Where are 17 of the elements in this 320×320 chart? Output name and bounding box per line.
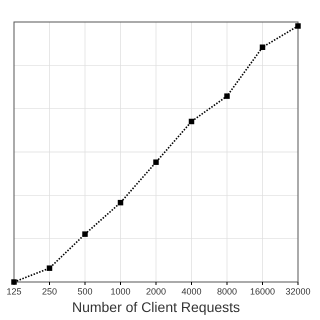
x-tick-label: 125: [6, 286, 22, 296]
x-axis-title: Number of Client Requests: [72, 299, 240, 315]
x-tick-label: 32000: [285, 286, 311, 296]
x-tick-label: 4000: [181, 286, 202, 296]
point: [82, 231, 88, 237]
x-tick-label: 250: [42, 286, 58, 296]
point: [153, 159, 159, 165]
x-tick-label: 16000: [250, 286, 276, 296]
x-tick-label: 2000: [146, 286, 166, 296]
x-tick-label: 1000: [110, 286, 131, 296]
x-tick-label: 500: [77, 286, 93, 296]
point: [46, 265, 52, 271]
x-tick-label: 8000: [216, 286, 238, 296]
point: [188, 118, 194, 124]
point: [118, 200, 124, 206]
point: [224, 93, 230, 99]
point: [260, 44, 266, 50]
